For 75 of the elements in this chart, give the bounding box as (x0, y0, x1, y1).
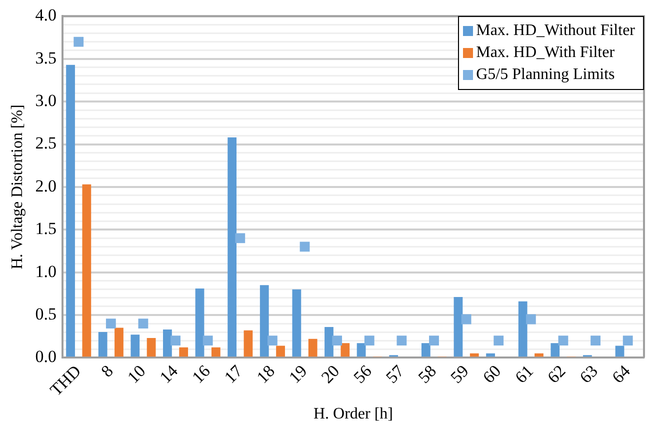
bar (470, 353, 479, 357)
bar (534, 353, 544, 357)
x-tick-label: 61 (511, 361, 537, 387)
bar (98, 332, 108, 357)
bar (146, 338, 156, 357)
bar (195, 288, 204, 357)
bar (486, 353, 495, 357)
x-tick-label: 58 (414, 361, 440, 387)
point (526, 314, 536, 324)
x-tick-label: 8 (97, 361, 117, 381)
point (590, 336, 600, 346)
bar (66, 64, 75, 357)
bar (163, 330, 172, 357)
x-tick-label: 17 (220, 361, 246, 387)
point (429, 336, 439, 346)
bar (340, 343, 350, 357)
bar (324, 326, 334, 357)
y-tick-label: 0.5 (35, 304, 56, 324)
bar (244, 330, 253, 357)
bar (421, 343, 430, 357)
point (364, 336, 374, 346)
bar (211, 347, 220, 357)
point (300, 242, 310, 252)
bar (615, 346, 624, 357)
legend-label: Max. HD_Without Filter (476, 21, 635, 42)
y-tick-label: 4.0 (35, 6, 56, 25)
x-tick-label: 56 (350, 361, 376, 387)
point (622, 336, 633, 346)
point (268, 336, 278, 346)
y-tick-label: 2.5 (35, 134, 56, 153)
point (396, 336, 407, 346)
x-tick-label: 64 (608, 361, 634, 387)
point (235, 233, 246, 244)
x-tick-label: 14 (156, 361, 182, 387)
bar (130, 334, 140, 357)
bar (276, 346, 285, 357)
legend-label: Max. HD_With Filter (476, 43, 615, 64)
point (170, 336, 180, 346)
point (461, 314, 472, 324)
y-axis-title: H. Voltage Distortion [%] (8, 104, 26, 270)
x-tick-label: 10 (124, 361, 150, 387)
y-tick-label: 2.0 (35, 176, 56, 196)
y-tick-label: 3.0 (35, 91, 56, 110)
x-tick-label: 63 (576, 361, 602, 387)
bar (356, 343, 366, 357)
bar (82, 184, 92, 357)
x-tick-label: 60 (479, 361, 505, 387)
point (558, 336, 568, 346)
bar (550, 343, 560, 357)
bar (260, 285, 269, 357)
bar (179, 347, 188, 357)
y-tick-label: 1.5 (35, 219, 56, 238)
x-tick-label: 20 (318, 361, 344, 387)
point (106, 318, 116, 328)
y-tick-label: 3.5 (35, 48, 56, 68)
y-tick-label: 1.0 (35, 262, 56, 281)
x-tick-label: 62 (544, 361, 570, 387)
bar (228, 137, 237, 357)
bar (114, 328, 124, 357)
bar (292, 289, 302, 357)
x-axis-title: H. Order [h] (313, 406, 393, 423)
point (332, 336, 342, 346)
legend-label: G5/5 Planning Limits (476, 65, 615, 86)
bar (518, 301, 528, 357)
bar (308, 338, 318, 357)
x-tick-label: 18 (252, 361, 278, 387)
point (494, 336, 504, 346)
x-tick-label: 57 (382, 361, 408, 387)
bar (454, 297, 463, 357)
x-tick-label: 19 (285, 361, 311, 387)
x-tick-label: 16 (188, 361, 214, 387)
point (74, 36, 84, 47)
point (138, 318, 148, 328)
x-tick-label: 59 (446, 361, 472, 387)
point (202, 336, 213, 346)
